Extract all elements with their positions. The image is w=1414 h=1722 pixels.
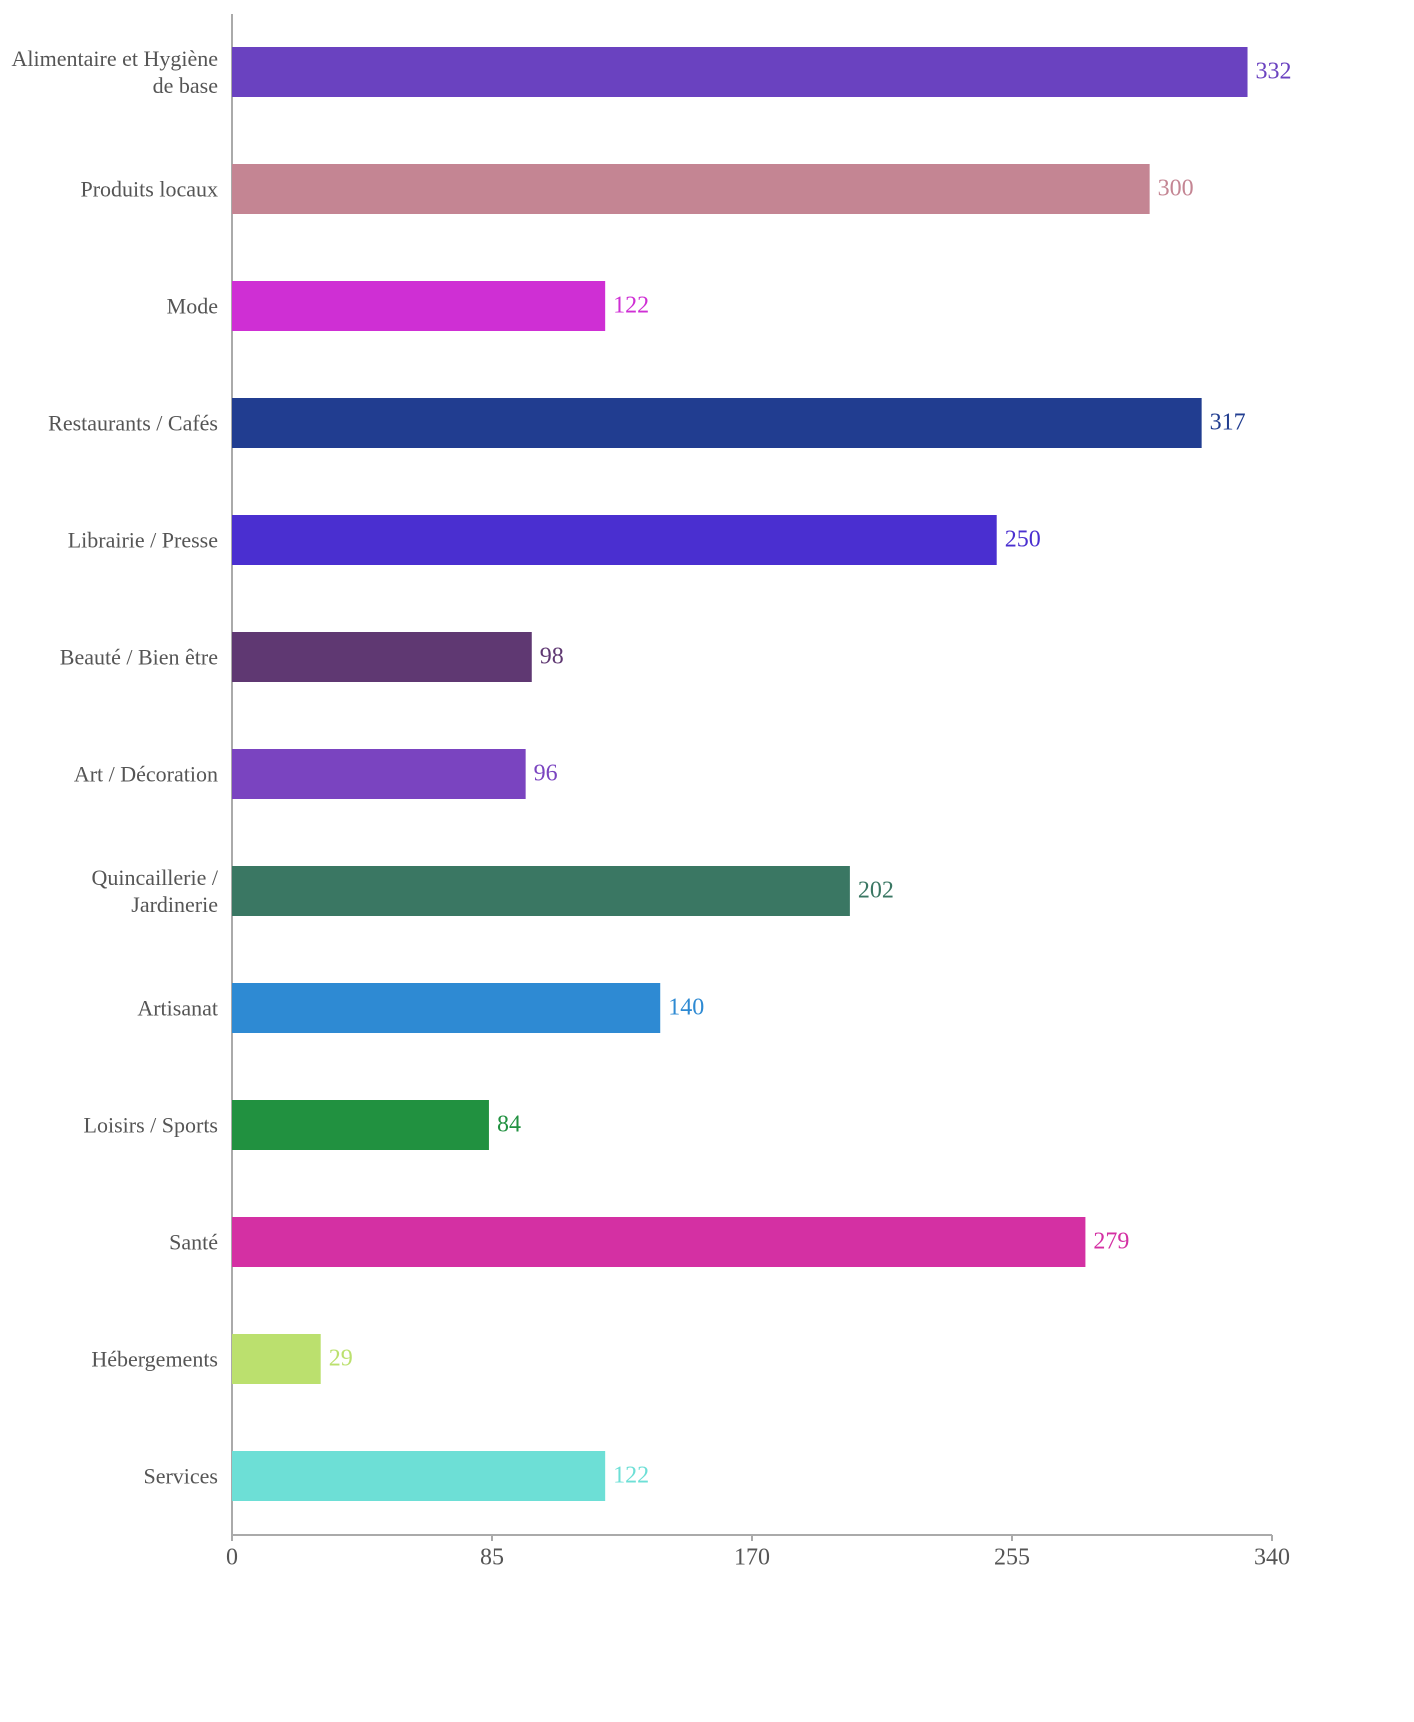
y-tick-label: Mode — [166, 293, 218, 319]
x-tick-label: 170 — [734, 1545, 770, 1571]
value-label: 29 — [329, 1346, 353, 1372]
y-tick-label: Hébergements — [91, 1346, 218, 1372]
value-label: 279 — [1093, 1229, 1129, 1255]
value-label: 202 — [858, 878, 894, 904]
y-tick-label: Produits locaux — [80, 176, 219, 202]
x-tick-label: 340 — [1254, 1545, 1290, 1571]
bar — [232, 632, 532, 682]
value-label: 140 — [668, 995, 704, 1021]
y-tick-label: Alimentaire et Hygiène de base — [11, 46, 218, 98]
y-tick-label: Librairie / Presse — [67, 527, 218, 553]
bar — [232, 515, 997, 565]
bar — [232, 749, 526, 799]
value-label: 84 — [497, 1112, 521, 1138]
value-label: 122 — [613, 1463, 649, 1489]
value-label: 332 — [1256, 59, 1292, 85]
bar — [232, 47, 1248, 97]
value-label: 300 — [1158, 176, 1194, 202]
y-tick-label: Artisanat — [137, 995, 218, 1021]
y-tick-label: Restaurants / Cafés — [48, 410, 218, 436]
bar — [232, 866, 850, 916]
value-label: 98 — [540, 644, 564, 670]
value-label: 250 — [1005, 527, 1041, 553]
bar — [232, 164, 1150, 214]
value-label: 122 — [613, 293, 649, 319]
bar — [232, 1217, 1086, 1267]
y-tick-label: Quincaillerie / Jardinerie — [91, 865, 218, 917]
x-tick-label: 0 — [226, 1545, 238, 1571]
bar — [232, 1451, 606, 1501]
y-tick-label: Beauté / Bien être — [59, 644, 218, 670]
y-tick-label: Santé — [169, 1229, 218, 1255]
x-tick-label: 85 — [480, 1545, 504, 1571]
bar — [232, 1334, 321, 1384]
value-label: 96 — [534, 761, 558, 787]
bar — [232, 983, 661, 1033]
x-tick-label: 255 — [994, 1545, 1030, 1571]
bar — [232, 281, 606, 331]
value-label: 317 — [1210, 410, 1246, 436]
bar — [232, 398, 1202, 448]
y-tick-label: Art / Décoration — [73, 761, 218, 787]
y-tick-label: Loisirs / Sports — [83, 1112, 218, 1138]
y-tick-label: Services — [143, 1463, 218, 1489]
bar — [232, 1100, 489, 1150]
